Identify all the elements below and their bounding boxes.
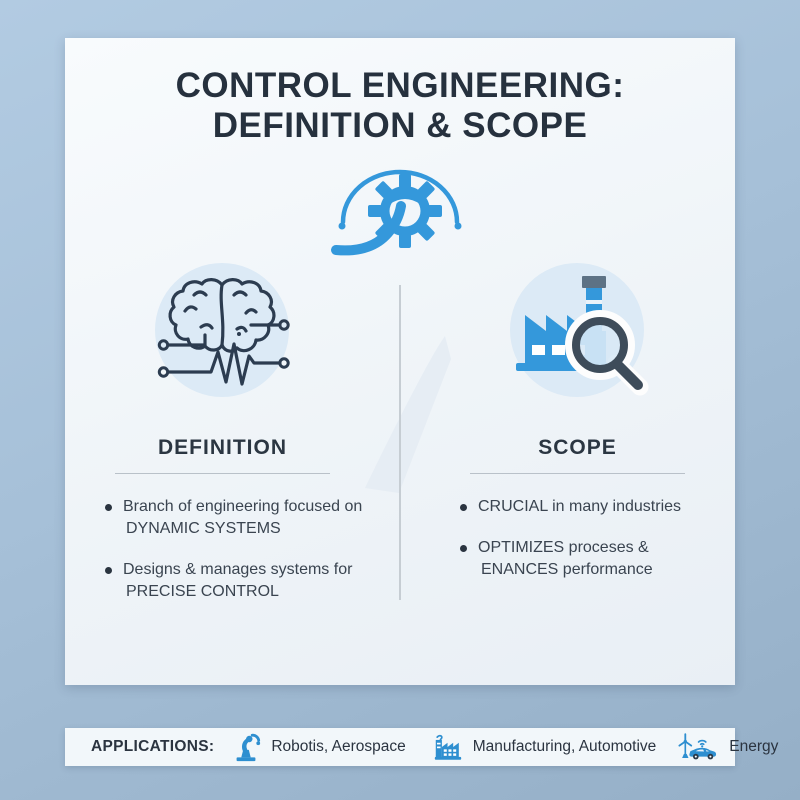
list-item: Designs & manages systems for PRECISE CO… (105, 559, 390, 603)
bullet-text: Branch of engineering focused on (123, 498, 363, 515)
bullet-dot (460, 545, 467, 552)
definition-bullets: Branch of engineering focused on DYNAMIC… (105, 496, 390, 622)
application-item-robotics: Robotis, Aerospace (230, 731, 406, 763)
column-divider (399, 285, 401, 600)
bullet-dot (105, 567, 112, 574)
applications-label: APPLICATIONS: (91, 738, 215, 755)
scope-heading: SCOPE (470, 436, 685, 474)
application-text: Robotis, Aerospace (271, 738, 406, 755)
list-item: CRUCIAL in many industries (460, 496, 725, 518)
bullet-text-emphasis: ENANCES performance (481, 561, 653, 578)
wind-turbine-car-icon (678, 733, 717, 760)
factory-magnifier-icon (516, 276, 649, 396)
list-item: OPTIMIZES proceses & ENANCES performance (460, 537, 725, 581)
gear-arrow-icon (331, 169, 462, 256)
slash-watermark (365, 336, 451, 493)
applications-bar: APPLICATIONS: Robotis, Aerospace (65, 728, 778, 766)
application-item-manufacturing: Manufacturing, Automotive (432, 731, 657, 763)
application-item-energy: Energy (678, 731, 778, 763)
bullet-text: CRUCIAL in many industries (478, 498, 682, 515)
infographic-card: CONTROL ENGINEERING: DEFINITION & SCOPE (65, 38, 735, 685)
bullet-text: Designs & manages systems for (123, 561, 353, 578)
bullet-text-emphasis: PRECISE CONTROL (126, 583, 279, 600)
definition-heading: DEFINITION (115, 436, 330, 474)
bullet-text-emphasis: DYNAMIC SYSTEMS (126, 520, 281, 537)
title-line1: CONTROL ENGINEERING: (175, 66, 625, 105)
application-text: Energy (729, 738, 779, 755)
scope-bullets: CRUCIAL in many industries OPTIMIZES pro… (460, 496, 725, 600)
factory-icon (434, 734, 461, 760)
page-title: CONTROL ENGINEERING: DEFINITION & SCOPE (65, 66, 735, 146)
list-item: Branch of engineering focused on DYNAMIC… (105, 496, 390, 540)
application-text: Manufacturing, Automotive (472, 738, 657, 755)
bullet-text: OPTIMIZES proceses & (478, 539, 649, 556)
bullet-dot (105, 504, 112, 511)
robot-arm-icon (236, 733, 261, 762)
bullet-dot (460, 504, 467, 511)
brain-signal-icon (157, 278, 290, 386)
title-line2: DEFINITION & SCOPE (212, 106, 588, 145)
